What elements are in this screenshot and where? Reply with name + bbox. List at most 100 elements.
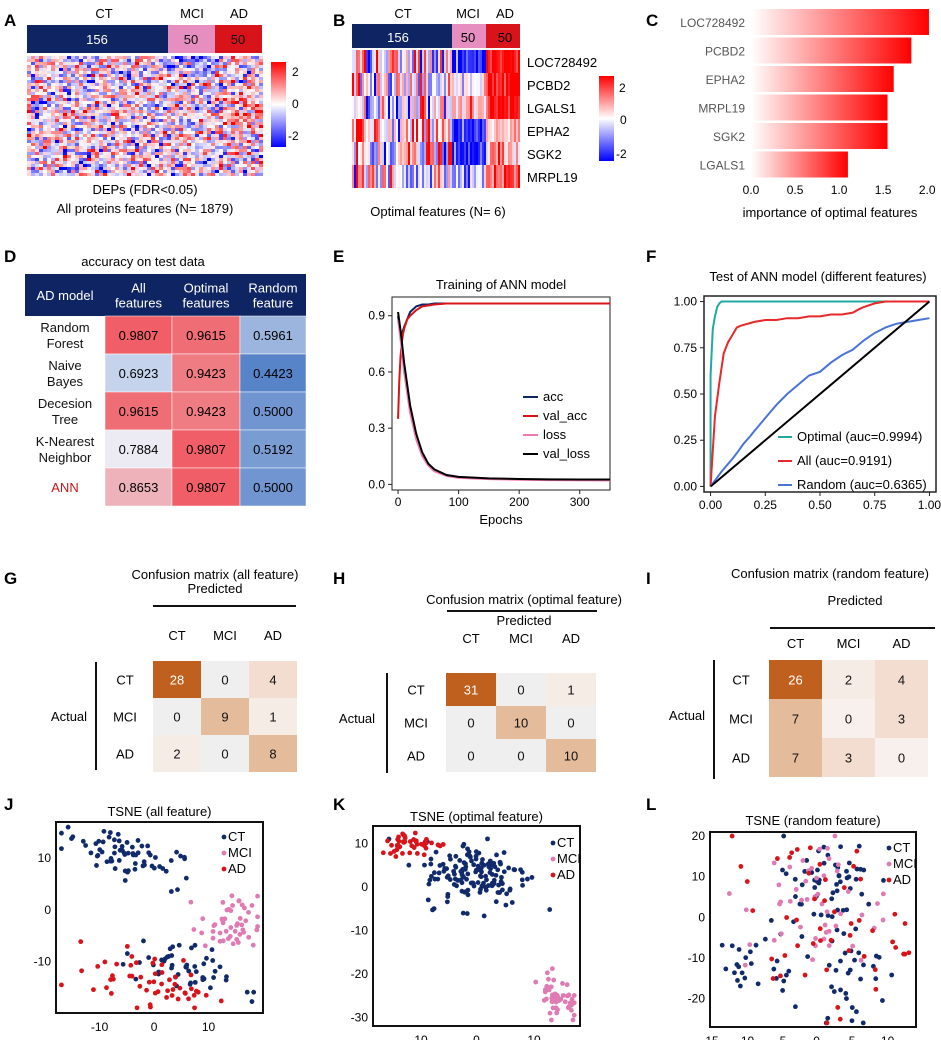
heat-cell	[390, 73, 392, 96]
point-ct	[880, 998, 885, 1003]
heat-cell	[454, 73, 456, 96]
heat-cell	[243, 107, 247, 110]
heat-cell	[155, 107, 159, 110]
heat-cell	[55, 74, 59, 77]
heat-cell	[454, 96, 456, 119]
heat-cell	[494, 165, 496, 188]
heat-cell	[183, 170, 187, 173]
heat-cell	[163, 146, 167, 149]
heat-cell	[364, 73, 366, 96]
heat-cell	[79, 137, 83, 140]
heat-cell	[484, 119, 486, 142]
heat-cell	[372, 165, 374, 188]
matrix-cell	[201, 698, 249, 735]
heat-cell	[159, 113, 163, 116]
heat-cell	[107, 98, 111, 101]
point-ad	[151, 979, 157, 985]
heat-cell	[376, 50, 378, 73]
scale-a-tick-mid: 0	[292, 97, 299, 111]
heat-cell	[127, 98, 131, 101]
heat-cell	[456, 119, 458, 142]
heat-cell	[91, 161, 95, 164]
point-ct	[168, 858, 174, 863]
heat-cell	[131, 62, 135, 65]
heat-cell	[215, 101, 219, 104]
heat-cell	[155, 143, 159, 146]
point-ct	[111, 837, 117, 843]
heat-cell	[358, 142, 360, 165]
heat-cell	[215, 167, 219, 170]
heat-cell	[199, 104, 203, 107]
heat-cell	[490, 50, 492, 73]
heat-cell	[442, 50, 444, 73]
heat-cell	[91, 71, 95, 74]
heat-cell	[171, 56, 175, 59]
heat-cell	[71, 128, 75, 131]
table-cell-value: 0.8653	[119, 480, 159, 495]
heat-cell	[131, 116, 135, 119]
point-ct	[501, 869, 507, 875]
heat-cell	[51, 173, 55, 176]
point-mci	[533, 979, 539, 985]
heat-cell	[175, 170, 179, 173]
heat-cell	[203, 149, 207, 152]
heat-cell	[159, 164, 163, 167]
point-ct	[856, 950, 862, 956]
heat-cell	[43, 113, 47, 116]
matrix-cell-value: 26	[788, 673, 802, 688]
legend-label: acc	[543, 389, 564, 404]
point-ct	[780, 988, 786, 993]
point-ct	[122, 868, 128, 874]
heat-cell	[119, 56, 123, 59]
heat-cell	[143, 146, 147, 149]
heat-cell	[91, 59, 95, 62]
heat-cell	[91, 128, 95, 131]
heat-cell	[35, 146, 39, 149]
plot-frame	[55, 821, 264, 1014]
heat-cell	[207, 86, 211, 89]
heat-cell	[143, 80, 147, 83]
point-ad	[78, 939, 84, 945]
point-ct	[88, 850, 94, 856]
heat-cell	[420, 73, 422, 96]
point-ct	[112, 850, 117, 856]
heat-cell	[159, 167, 163, 170]
point-mci	[544, 970, 550, 976]
heat-cell	[183, 89, 187, 92]
heat-cell	[416, 96, 418, 119]
heat-cell	[179, 74, 183, 77]
table-model-label: Tree	[52, 412, 78, 427]
heat-cell	[456, 50, 458, 73]
heat-cell	[123, 113, 127, 116]
heat-cell	[448, 142, 450, 165]
heat-cell	[247, 92, 251, 95]
heat-cell	[199, 152, 203, 155]
point-ad	[402, 835, 408, 841]
heat-cell	[143, 110, 147, 113]
heat-cell	[223, 131, 227, 134]
heat-cell	[139, 137, 143, 140]
point-ct	[493, 899, 499, 905]
point-ct	[433, 849, 439, 855]
heat-cell	[115, 167, 119, 170]
heat-cell	[135, 89, 139, 92]
bar-epha2	[751, 66, 894, 92]
heat-cell	[394, 142, 396, 165]
point-mci	[880, 891, 886, 897]
heat-cell	[352, 96, 354, 119]
heat-cell	[450, 119, 452, 142]
heat-cell	[358, 73, 360, 96]
heat-cell	[191, 77, 195, 80]
heat-cell	[51, 107, 55, 110]
heat-cell	[410, 50, 412, 73]
point-mci	[553, 1005, 559, 1011]
point-ad	[424, 836, 429, 842]
heat-cell	[151, 107, 155, 110]
heat-cell	[47, 74, 51, 77]
heat-cell	[239, 86, 243, 89]
heat-cell	[39, 131, 43, 134]
matrix-cell-value: 7	[792, 751, 799, 766]
heat-cell	[143, 137, 147, 140]
group-ad-count: 50	[231, 32, 245, 47]
heat-cell	[151, 128, 155, 131]
